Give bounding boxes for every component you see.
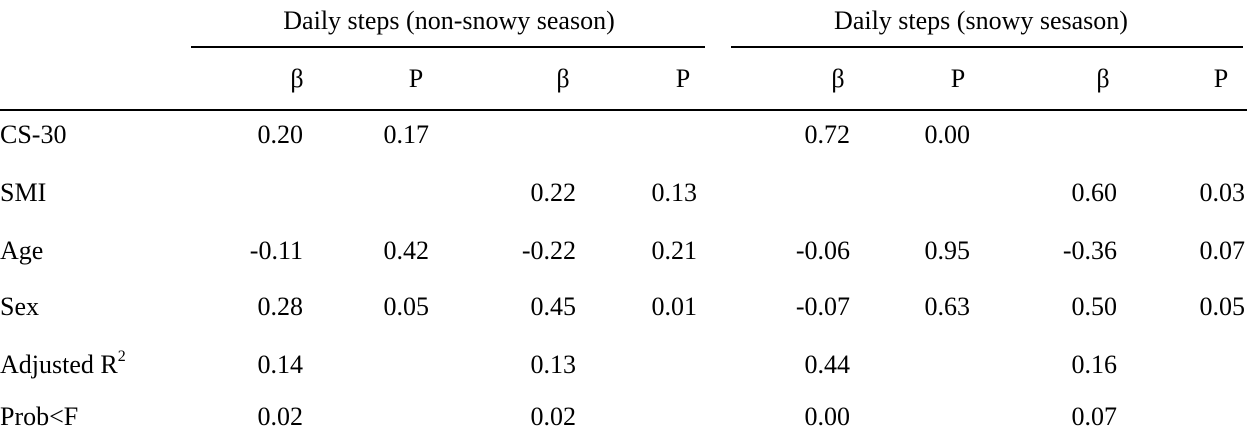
group-header-non-snowy: Daily steps (non-snowy season) <box>283 6 615 35</box>
table-cell: 0.03 <box>1199 178 1246 207</box>
header-rule <box>0 109 1247 111</box>
table-cell: 0.13 <box>530 350 577 379</box>
subheader-p: P <box>950 64 966 93</box>
subheader-p: P <box>1213 64 1229 93</box>
table-cell: -0.22 <box>521 236 576 265</box>
table-cell: 0.50 <box>1071 292 1118 321</box>
table-cell: 0.00 <box>804 402 851 431</box>
group-rule-snowy <box>731 46 1243 48</box>
table-cell: 0.42 <box>383 236 430 265</box>
table-cell: 0.07 <box>1071 402 1118 431</box>
table-cell: 0.14 <box>257 350 304 379</box>
table-cell: 0.95 <box>924 236 971 265</box>
table-cell: 0.07 <box>1199 236 1246 265</box>
subheader-beta: β <box>831 64 845 93</box>
row-label-age: Age <box>0 236 44 265</box>
table-cell: -0.11 <box>249 236 303 265</box>
subheader-beta: β <box>556 64 570 93</box>
table-cell: 0.17 <box>383 120 430 149</box>
row-label-sex: Sex <box>0 292 39 321</box>
table-cell: 0.20 <box>257 120 304 149</box>
table-cell: 0.16 <box>1071 350 1118 379</box>
row-label-prob-f: Prob<F <box>0 402 79 431</box>
table-cell: 0.22 <box>530 178 577 207</box>
table-cell: 0.05 <box>383 292 430 321</box>
table-cell: 0.02 <box>257 402 304 431</box>
table-cell: -0.07 <box>795 292 850 321</box>
table-cell: -0.06 <box>795 236 850 265</box>
row-label-smi: SMI <box>0 178 47 207</box>
table-cell: -0.36 <box>1062 236 1117 265</box>
subheader-p: P <box>408 64 424 93</box>
table-cell: 0.21 <box>651 236 698 265</box>
table-cell: 0.63 <box>924 292 971 321</box>
group-header-snowy: Daily steps (snowy sesason) <box>834 6 1128 35</box>
table-cell: 0.00 <box>924 120 971 149</box>
table-cell: 0.05 <box>1199 292 1246 321</box>
superscript: 2 <box>117 348 126 366</box>
table-cell: 0.44 <box>804 350 851 379</box>
table-cell: 0.60 <box>1071 178 1118 207</box>
table-cell: 0.01 <box>651 292 698 321</box>
table-cell: 0.72 <box>804 120 851 149</box>
table-cell: 0.13 <box>651 178 698 207</box>
subheader-beta: β <box>1096 64 1110 93</box>
row-label-text: Adjusted R <box>0 350 118 379</box>
subheader-p: P <box>675 64 691 93</box>
table-cell: 0.02 <box>530 402 577 431</box>
row-label-cs30: CS-30 <box>0 120 67 149</box>
row-label-adjusted-r2: Adjusted R2 <box>0 348 126 380</box>
table-cell: 0.45 <box>530 292 577 321</box>
group-rule-non-snowy <box>191 46 705 48</box>
table-cell: 0.28 <box>257 292 304 321</box>
subheader-beta: β <box>290 64 304 93</box>
